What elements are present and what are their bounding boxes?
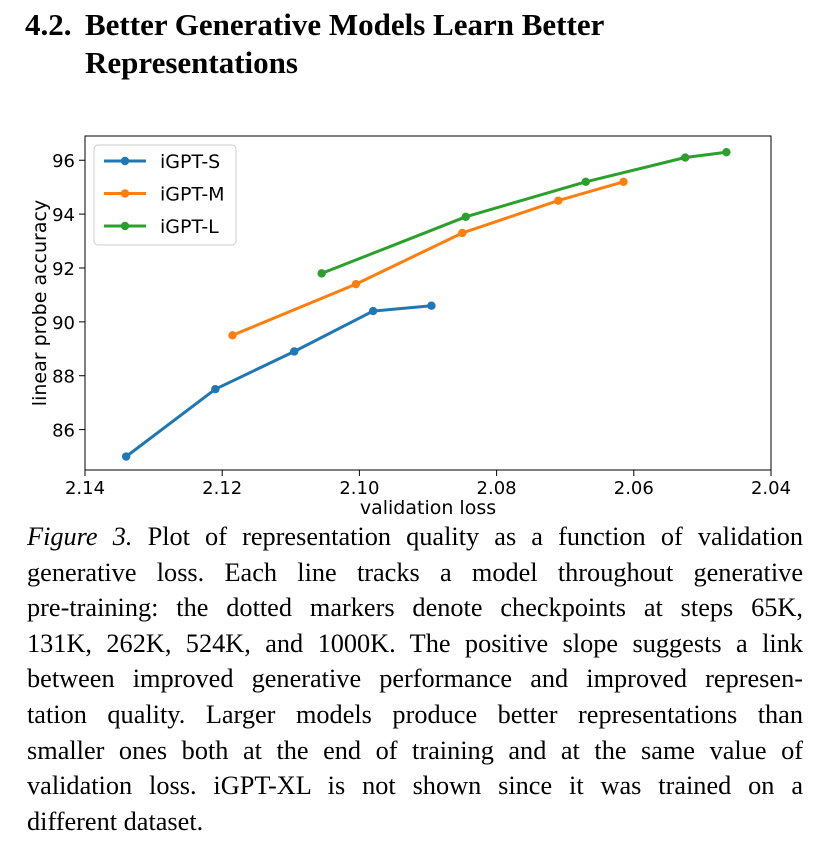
data-point-igpt-s — [211, 384, 220, 394]
data-point-igpt-m — [554, 196, 563, 205]
legend-label-igpt-m: iGPT-M — [160, 184, 225, 206]
data-point-igpt-l — [461, 212, 470, 222]
section-title-line-1: Better Generative Models Learn Better — [85, 7, 605, 42]
caption-line: Figure 3. Plot of representation quality… — [27, 519, 803, 555]
legend-marker-igpt-m — [120, 189, 130, 198]
caption-line: different dataset. — [27, 806, 204, 836]
x-tick-label: 2.06 — [614, 478, 654, 499]
section-title-line-2: Representations — [85, 45, 298, 80]
data-point-igpt-l — [681, 153, 690, 162]
x-axis-ticks: 2.14 2.12 2.10 2.08 2.06 2.04 — [65, 470, 791, 499]
y-tick-label: 86 — [52, 421, 75, 442]
data-point-igpt-l — [722, 147, 731, 157]
y-tick-label: 94 — [52, 205, 75, 226]
caption-line: validation loss. iGPT-XL is not shown si… — [27, 771, 803, 801]
y-tick-label: 88 — [52, 367, 75, 388]
x-tick-label: 2.14 — [65, 478, 105, 499]
x-axis-label: validation loss — [360, 497, 496, 519]
x-tick-label: 2.10 — [339, 478, 379, 499]
data-point-igpt-m — [228, 331, 237, 340]
caption-line: tation quality. Larger models produce be… — [27, 699, 803, 729]
data-point-igpt-l — [317, 269, 326, 278]
y-tick-label: 96 — [52, 151, 75, 172]
legend: iGPT-S iGPT-M iGPT-L — [93, 144, 237, 246]
figure-caption: Figure 3. Plot of representation quality… — [27, 519, 803, 839]
caption-line: between improved generative performance … — [27, 664, 803, 694]
plot-frame — [84, 135, 772, 471]
y-axis-ticks: 86 88 90 92 94 96 — [52, 151, 85, 442]
caption-line-text: Plot of representation quality as a func… — [147, 522, 803, 551]
caption-line: 131K, 262K, 524K, and 1000K. The positiv… — [27, 628, 803, 658]
legend-label-igpt-s: iGPT-S — [160, 151, 220, 173]
line-chart: 2.14 2.12 2.10 2.08 2.06 2.04 86 88 90 92 94 96 va… — [29, 135, 791, 519]
data-point-igpt-s — [368, 306, 378, 316]
series-line-igpt-m — [231, 180, 625, 337]
legend-label-igpt-l: iGPT-L — [160, 216, 219, 238]
y-tick-label: 92 — [52, 259, 75, 280]
data-point-igpt-s — [290, 347, 299, 356]
caption-line: pre-training: the dotted markers denote … — [27, 593, 803, 623]
caption-line: smaller ones both at the end of training… — [27, 735, 803, 765]
section-number: 4.2. — [25, 7, 72, 42]
y-axis-label: linear probe accuracy — [29, 200, 51, 406]
caption-line: generative loss. Each line tracks a mode… — [27, 557, 803, 587]
data-point-igpt-s — [427, 301, 436, 310]
data-point-igpt-m — [458, 228, 467, 238]
data-point-igpt-m — [351, 279, 361, 289]
section-heading: 4.2. Better Generative Models Learn Bette… — [25, 6, 805, 82]
data-point-igpt-s — [121, 452, 131, 461]
x-tick-label: 2.12 — [202, 478, 242, 499]
data-point-igpt-m — [619, 177, 628, 186]
x-tick-label: 2.08 — [477, 478, 517, 499]
series-layer — [121, 147, 731, 461]
legend-box — [93, 144, 237, 246]
y-tick-label: 90 — [52, 313, 75, 334]
x-tick-label: 2.04 — [751, 478, 791, 499]
legend-marker-igpt-s — [120, 156, 130, 166]
series-line-igpt-s — [124, 304, 433, 458]
legend-marker-igpt-l — [120, 221, 130, 231]
data-point-igpt-l — [581, 177, 590, 186]
caption-label: Figure 3. — [27, 522, 133, 551]
